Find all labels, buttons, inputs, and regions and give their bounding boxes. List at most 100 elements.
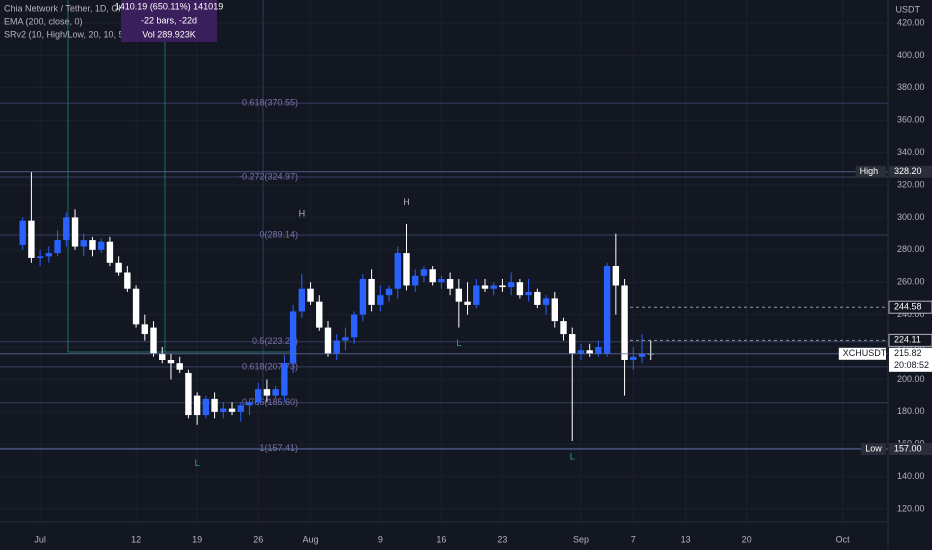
- candle-body: [490, 285, 497, 289]
- axes: 120.00140.00160.00180.00200.00220.00240.…: [34, 17, 932, 544]
- candle-body: [272, 389, 279, 396]
- x-tick-label: 20: [742, 534, 752, 544]
- fib-label: -0.272(324.97): [239, 171, 298, 181]
- measure-text: Vol 289.923K: [142, 29, 196, 39]
- x-tick-label: 16: [436, 534, 446, 544]
- pattern-label: L: [456, 338, 461, 348]
- x-tick-label: 26: [253, 534, 263, 544]
- candle-body: [220, 408, 227, 412]
- candle-body: [185, 372, 192, 416]
- candle-body: [403, 253, 410, 286]
- measure-text: -22 bars, -22d: [141, 15, 197, 25]
- price-tag-name: [861, 443, 886, 456]
- candle-body: [473, 285, 480, 305]
- candle-body: [255, 389, 262, 403]
- chart-title: Chia Network / Tether, 1D, OKEX: [4, 3, 136, 13]
- fib-label: 0.786(185.60): [242, 397, 298, 407]
- candle-body: [595, 347, 602, 354]
- candle-body: [97, 241, 105, 250]
- price-tag: [889, 443, 932, 456]
- price-tag-label: 328.20: [894, 166, 922, 176]
- x-tick-label: 23: [497, 534, 507, 544]
- y-tick-label: 400.00: [897, 50, 925, 60]
- price-tag: [888, 300, 932, 314]
- indicator: EMA (200, close, 0): [4, 16, 83, 26]
- y-tick-label: 360.00: [897, 115, 925, 125]
- price-tag-label: 157.00: [894, 443, 922, 453]
- candle-body: [176, 363, 183, 370]
- candle-body: [115, 262, 122, 273]
- indicator: SRv2 (10, High/Low, 20, 10, 5, 2, Dashed…: [4, 29, 182, 39]
- price-tag-label: 244.58: [894, 302, 922, 312]
- candle-body: [71, 217, 79, 247]
- y-tick-label: 180.00: [897, 406, 925, 416]
- candle-body: [464, 301, 471, 305]
- candle-body: [586, 350, 593, 354]
- candle-body: [446, 278, 454, 289]
- candle-body: [412, 275, 419, 286]
- candle-body: [45, 253, 53, 257]
- candle-body: [612, 266, 620, 286]
- fib-label: 0.5(223.27): [252, 336, 298, 346]
- y-tick-label: 140.00: [897, 471, 925, 481]
- candle-body: [621, 285, 628, 360]
- candle-body: [499, 285, 506, 288]
- candle-body: [455, 288, 463, 302]
- candle-body: [333, 340, 340, 354]
- candle-body: [167, 359, 175, 364]
- candle-body: [263, 389, 271, 396]
- price-tag-label: 215.82: [894, 348, 922, 358]
- candle-body: [289, 311, 297, 364]
- candle-body: [141, 324, 149, 335]
- candle-body: [525, 291, 532, 296]
- candle-body: [54, 240, 61, 254]
- pattern-label: L: [570, 452, 575, 462]
- candle-body: [638, 353, 646, 357]
- price-tag-name-label: High: [860, 166, 879, 176]
- candle-body: [534, 291, 541, 305]
- candle-body: [246, 402, 253, 406]
- candle-body: [159, 353, 166, 360]
- measure-text: 1410.19 (650.11%) 141019: [115, 1, 223, 11]
- candle-body: [560, 321, 567, 335]
- candle-body: [603, 266, 611, 354]
- candle-body: [630, 356, 637, 360]
- x-tick-label: 13: [681, 534, 691, 544]
- y-tick-label: 320.00: [897, 179, 925, 189]
- y-tick-label: 120.00: [897, 503, 925, 513]
- y-tick-label: 260.00: [897, 277, 925, 287]
- candle-body: [316, 301, 323, 328]
- candle-body: [28, 220, 35, 258]
- candle-body: [298, 288, 306, 312]
- price-tag-timer: 20:08:52: [894, 360, 929, 370]
- price-tag-name-label: Low: [865, 443, 882, 453]
- candle-body: [124, 272, 131, 289]
- candle-body: [132, 288, 140, 325]
- y-tick-label: 420.00: [897, 17, 925, 27]
- x-tick-label: Oct: [836, 534, 851, 544]
- candle-body: [193, 395, 201, 416]
- candle-body: [481, 285, 489, 289]
- fib-label: 1(157.41): [259, 443, 298, 453]
- candle-body: [211, 398, 218, 412]
- candle-body: [106, 241, 114, 263]
- candle-body: [516, 282, 524, 296]
- x-tick-label: 19: [192, 534, 202, 544]
- x-tick-label: Sep: [573, 534, 589, 544]
- candle-body: [202, 398, 210, 416]
- price-axis: [888, 0, 932, 550]
- price-tag: [889, 347, 932, 372]
- x-tick-label: 12: [131, 534, 141, 544]
- candle-body: [377, 295, 384, 305]
- x-tick-label: 7: [631, 534, 636, 544]
- candle-body: [394, 253, 401, 289]
- candle-body: [368, 278, 375, 305]
- candle-body: [359, 278, 367, 315]
- x-tick-label: Jul: [34, 534, 46, 544]
- y-tick-label: 380.00: [897, 82, 925, 92]
- y-tick-label: 240.00: [897, 309, 925, 319]
- candle-body: [36, 256, 44, 258]
- candle-body: [542, 298, 550, 305]
- y-tick-label: 200.00: [897, 374, 925, 384]
